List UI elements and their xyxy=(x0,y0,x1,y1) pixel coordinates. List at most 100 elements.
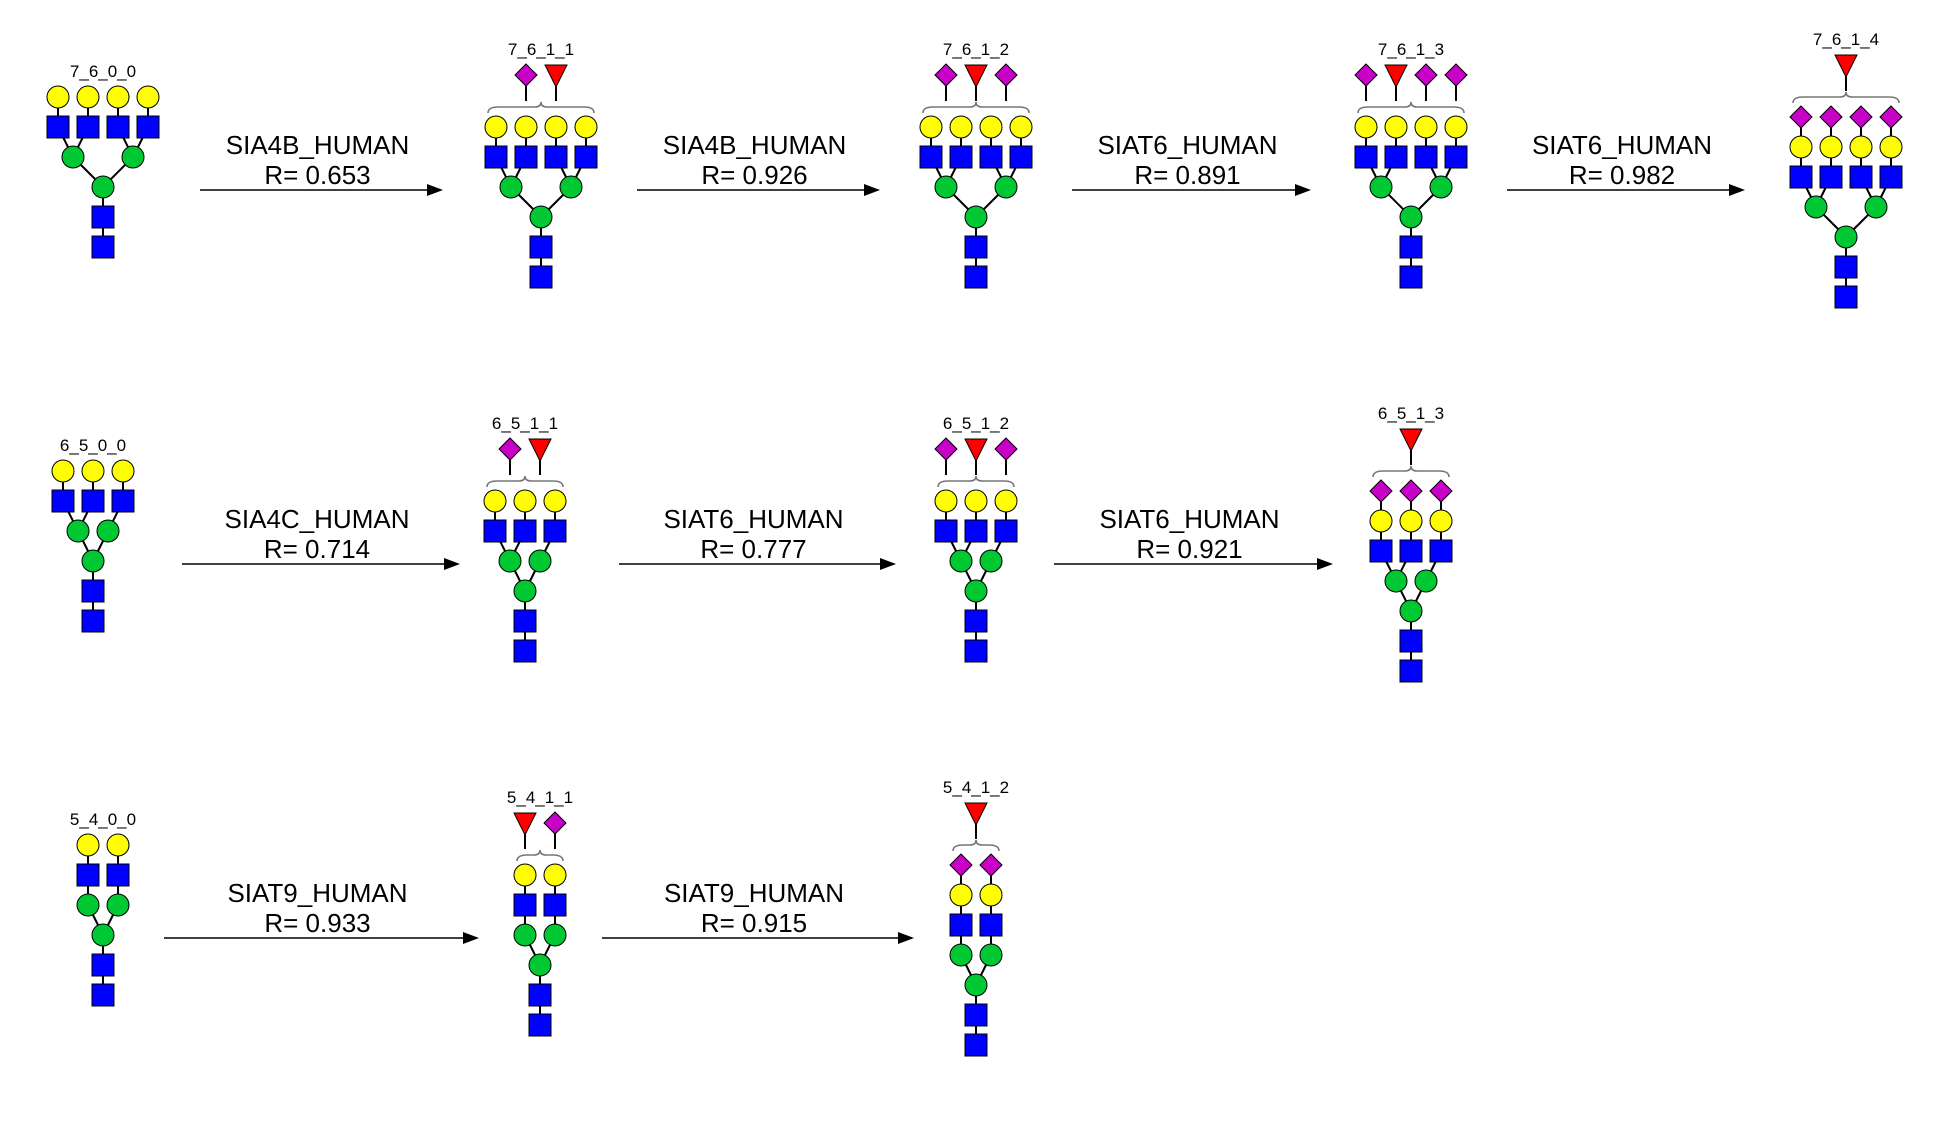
galactose-circle-icon xyxy=(574,115,598,139)
glycan-label: 6_5_1_3 xyxy=(1378,404,1444,423)
mannose-circle-icon xyxy=(543,923,567,947)
glcnac-square-icon xyxy=(91,235,115,259)
glcnac-square-icon xyxy=(528,983,552,1007)
glcnac-square-icon xyxy=(1399,539,1423,563)
mannose-circle-icon xyxy=(949,943,973,967)
glcnac-square-icon xyxy=(91,953,115,977)
mannose-circle-icon xyxy=(979,549,1003,573)
galactose-circle-icon xyxy=(513,489,537,513)
galactose-circle-icon xyxy=(111,459,135,483)
fucose-triangle-icon xyxy=(964,64,988,89)
glycan-label: 7_6_1_1 xyxy=(508,40,574,59)
fucose-triangle-icon xyxy=(513,812,537,837)
correlation-value: R= 0.921 xyxy=(1136,534,1242,564)
fucose-triangle-icon xyxy=(964,438,988,463)
sialic-acid-diamond-icon xyxy=(934,437,958,461)
glycan-structure: 5_4_0_0 xyxy=(70,810,136,1007)
glcnac-square-icon xyxy=(81,609,105,633)
arrow-head-icon xyxy=(427,184,443,196)
mannose-circle-icon xyxy=(121,145,145,169)
glycan-structure: 6_5_1_2 xyxy=(934,414,1018,663)
glcnac-square-icon xyxy=(964,235,988,259)
glcnac-square-icon xyxy=(949,145,973,169)
glcnac-square-icon xyxy=(964,519,988,543)
glycan-structure: 6_5_1_3 xyxy=(1369,404,1453,683)
glcnac-square-icon xyxy=(1399,659,1423,683)
glcnac-square-icon xyxy=(574,145,598,169)
glycan-structure: 6_5_1_1 xyxy=(483,414,567,663)
glcnac-square-icon xyxy=(1444,145,1468,169)
glcnac-square-icon xyxy=(513,893,537,917)
glcnac-square-icon xyxy=(543,893,567,917)
galactose-circle-icon xyxy=(106,85,130,109)
glcnac-square-icon xyxy=(994,519,1018,543)
enzyme-name: SIA4B_HUMAN xyxy=(663,130,847,160)
galactose-circle-icon xyxy=(484,115,508,139)
arrow-head-icon xyxy=(444,558,460,570)
glycan-label: 7_6_1_3 xyxy=(1378,40,1444,59)
correlation-value: R= 0.933 xyxy=(264,908,370,938)
sialic-acid-diamond-icon xyxy=(543,811,567,835)
arrow-head-icon xyxy=(463,932,479,944)
glycan-structure: 7_6_0_0 xyxy=(46,62,160,259)
glycan-label: 7_6_1_2 xyxy=(943,40,1009,59)
glcnac-square-icon xyxy=(529,235,553,259)
substituent-brace xyxy=(1372,465,1450,478)
mannose-circle-icon xyxy=(559,175,583,199)
glcnac-square-icon xyxy=(51,489,75,513)
substituent-brace xyxy=(516,849,564,862)
glycan-label: 5_4_0_0 xyxy=(70,810,136,829)
galactose-circle-icon xyxy=(934,489,958,513)
glcnac-square-icon xyxy=(81,489,105,513)
glcnac-square-icon xyxy=(964,1033,988,1057)
glcnac-square-icon xyxy=(1849,165,1873,189)
enzyme-name: SIA4B_HUMAN xyxy=(226,130,410,160)
mannose-circle-icon xyxy=(81,549,105,573)
glcnac-square-icon xyxy=(106,863,130,887)
enzyme-name: SIAT6_HUMAN xyxy=(1099,504,1279,534)
glcnac-square-icon xyxy=(483,519,507,543)
galactose-circle-icon xyxy=(1369,509,1393,533)
mannose-circle-icon xyxy=(1804,195,1828,219)
galactose-circle-icon xyxy=(979,115,1003,139)
sialic-acid-diamond-icon xyxy=(1819,105,1843,129)
correlation-value: R= 0.653 xyxy=(264,160,370,190)
glycan-structure: 5_4_1_2 xyxy=(943,778,1009,1057)
glcnac-square-icon xyxy=(949,913,973,937)
galactose-circle-icon xyxy=(1819,135,1843,159)
glycan-label: 7_6_1_4 xyxy=(1813,30,1879,49)
glcnac-square-icon xyxy=(1429,539,1453,563)
galactose-circle-icon xyxy=(1009,115,1033,139)
glcnac-square-icon xyxy=(484,145,508,169)
sialic-acid-diamond-icon xyxy=(1414,63,1438,87)
glcnac-square-icon xyxy=(964,265,988,289)
sialic-acid-diamond-icon xyxy=(1429,479,1453,503)
glcnac-square-icon xyxy=(46,115,70,139)
galactose-circle-icon xyxy=(514,115,538,139)
galactose-circle-icon xyxy=(544,115,568,139)
galactose-circle-icon xyxy=(1399,509,1423,533)
glcnac-square-icon xyxy=(919,145,943,169)
glcnac-square-icon xyxy=(1009,145,1033,169)
mannose-circle-icon xyxy=(949,549,973,573)
galactose-circle-icon xyxy=(51,459,75,483)
mannose-circle-icon xyxy=(529,205,553,229)
glcnac-square-icon xyxy=(106,115,130,139)
mannose-circle-icon xyxy=(1429,175,1453,199)
glcnac-square-icon xyxy=(136,115,160,139)
mannose-circle-icon xyxy=(76,893,100,917)
galactose-circle-icon xyxy=(994,489,1018,513)
substituent-brace xyxy=(952,839,1000,852)
mannose-circle-icon xyxy=(513,923,537,947)
glycan-structure: 5_4_1_1 xyxy=(507,788,573,1037)
sialic-acid-diamond-icon xyxy=(1879,105,1903,129)
